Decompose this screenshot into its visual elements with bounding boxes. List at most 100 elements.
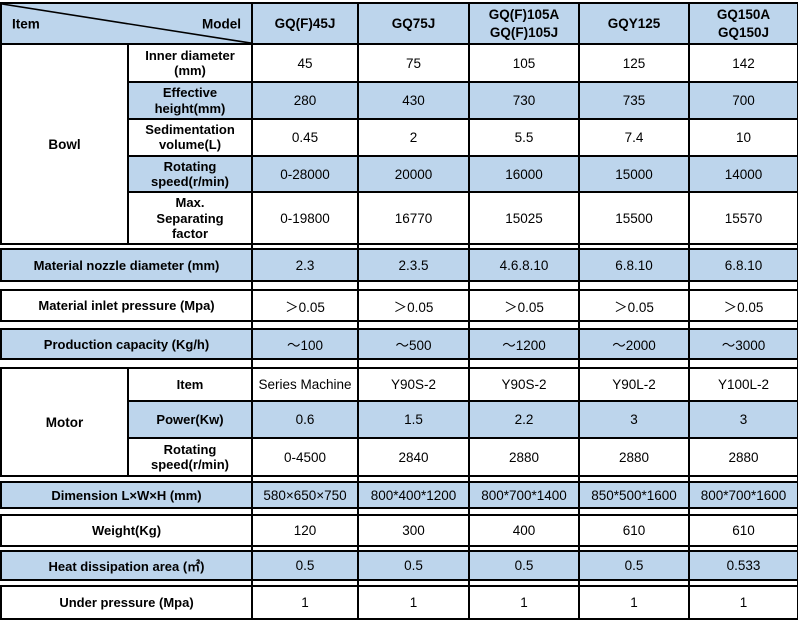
row-motor-rotating-speed: Rotating speed(r/min) 0-4500 2840 2880 2… [1,437,798,478]
row-motor-power: Power(Kw) 0.6 1.5 2.2 3 3 [1,400,798,440]
row-weight: Weight(Kg) 120 300 400 610 610 [0,514,798,548]
row-label: Dimension L×W×H (mm) [0,481,253,510]
section-gap [1,244,798,250]
value-cell: 75 [357,43,470,84]
value-cell: Y90S-2 [357,367,470,403]
section-gap [1,580,798,587]
value-cell: 14000 [688,154,798,194]
row-inlet-pressure: Material inlet pressure (Mpa) ＞0.05 ＞0.0… [0,289,798,323]
value-cell: 0.6 [251,400,359,440]
section-gap [1,359,798,369]
value-cell: 0.5 [578,550,690,582]
value-cell: 6.8.10 [578,248,690,283]
value-cell: 125 [578,43,690,84]
value-cell: ～3000 [688,328,798,361]
value-cell: 280 [251,81,359,121]
value-cell: Y90L-2 [578,367,690,403]
value-cell: 4.6.8.10 [468,248,580,283]
row-label: Inner diameter (mm) [127,43,253,84]
value-cell: 850*500*1600 [578,481,690,510]
value-cell: ＞0.05 [468,289,580,323]
section-gap [1,546,798,552]
value-cell: 0.5 [251,550,359,582]
value-cell: 700 [688,81,798,121]
row-label: Heat dissipation area (㎡) [0,550,253,582]
value-cell: 2.3.5 [357,248,470,283]
value-cell: 105 [468,43,580,84]
value-cell: Y100L-2 [688,367,798,403]
section-gap [1,476,798,483]
value-cell: 0.5 [357,550,470,582]
row-label: Max. Separating factor [127,191,253,246]
value-cell: 1.5 [357,400,470,440]
row-effective-height: Effective height(mm) 280 430 730 735 700 [1,81,798,121]
value-cell: 45 [251,43,359,84]
value-cell: 610 [578,514,690,548]
row-label: Material inlet pressure (Mpa) [0,289,253,323]
value-cell: 800*400*1200 [357,481,470,510]
value-cell: 300 [357,514,470,548]
section-gap [1,281,798,291]
row-label: Power(Kw) [127,400,253,440]
value-cell: 142 [688,43,798,84]
value-cell: 15000 [578,154,690,194]
value-cell: 0-28000 [251,154,359,194]
value-cell: ～1200 [468,328,580,361]
row-dimension: Dimension L×W×H (mm) 580×650×750 800*400… [0,481,798,510]
value-cell: 2.3 [251,248,359,283]
model-name-line2: GQ150J [717,24,770,40]
value-cell: 730 [468,81,580,121]
value-cell: 1 [688,585,798,620]
value-cell: 430 [357,81,470,121]
value-cell: 800*700*1600 [688,481,798,510]
value-cell: 400 [468,514,580,548]
value-cell: 7.4 [578,118,690,157]
value-cell: 20000 [357,154,470,194]
value-cell: 15025 [468,191,580,246]
model-header-gq45j: GQ(F)45J [251,1,359,46]
model-name-line2: GQ(F)105J [489,24,559,40]
row-nozzle-diameter: Material nozzle diameter (mm) 2.3 2.3.5 … [0,248,798,283]
row-label: Material nozzle diameter (mm) [0,248,253,283]
value-cell: Series Machine [251,367,359,403]
section-label-motor: Motor [0,367,129,478]
row-sedimentation-volume: Sedimentation volume(L) 0.45 2 5.5 7.4 1… [1,118,798,157]
value-cell: 0-19800 [251,191,359,246]
row-production-capacity: Production capacity (Kg/h) ～100 ～500 ～12… [0,328,798,361]
value-cell: 0-4500 [251,437,359,478]
model-name: GQ75J [391,15,436,31]
value-cell: 2 [357,118,470,157]
model-header-gq150: GQ150A GQ150J [688,1,798,46]
model-header-gq75j: GQ75J [357,1,470,46]
value-cell: ～2000 [578,328,690,361]
value-cell: 120 [251,514,359,548]
item-header-label: Item [12,16,40,32]
value-cell: 15500 [578,191,690,246]
value-cell: 3 [688,400,798,440]
section-label-bowl: Bowl [0,43,129,246]
value-cell: 2880 [688,437,798,478]
value-cell: ＞0.05 [688,289,798,323]
model-header-label: Model [202,16,241,32]
value-cell: ＞0.05 [251,289,359,323]
value-cell: 1 [357,585,470,620]
value-cell: 5.5 [468,118,580,157]
section-gap [1,321,798,330]
value-cell: 10 [688,118,798,157]
row-label: Rotating speed(r/min) [127,437,253,478]
value-cell: 3 [578,400,690,440]
value-cell: Y90S-2 [468,367,580,403]
value-cell: 2840 [357,437,470,478]
value-cell: 580×650×750 [251,481,359,510]
row-heat-dissipation: Heat dissipation area (㎡) 0.5 0.5 0.5 0.… [0,550,798,582]
model-name: GQY125 [607,15,661,31]
value-cell: 2.2 [468,400,580,440]
value-cell: 735 [578,81,690,121]
header-row: Item Model GQ(F)45J GQ75J GQ(F)105A GQ(F)… [0,1,798,46]
row-label: Item [127,367,253,403]
model-name: GQ150A [716,7,771,22]
value-cell: 610 [688,514,798,548]
row-label: Production capacity (Kg/h) [0,328,253,361]
value-cell: 16000 [468,154,580,194]
